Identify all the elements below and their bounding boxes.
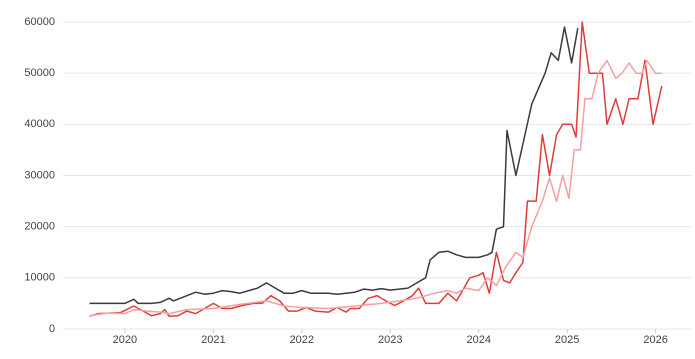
x-tick-label: 2020 — [113, 334, 137, 346]
x-tick-label: 2021 — [201, 334, 225, 346]
x-tick-label: 2025 — [555, 334, 579, 346]
series-line — [89, 59, 662, 317]
x-tick-label: 2022 — [290, 334, 314, 346]
x-tick-label: 2026 — [643, 334, 667, 346]
x-tick-label: 2023 — [378, 334, 402, 346]
series-line — [89, 21, 663, 317]
y-tick-label: 0 — [49, 323, 55, 335]
series-line — [89, 26, 579, 305]
y-tick-label: 40000 — [24, 118, 55, 130]
y-tick-label: 20000 — [24, 221, 55, 233]
y-tick-label: 60000 — [24, 16, 55, 28]
y-tick-label: 50000 — [24, 67, 55, 79]
x-tick-label: 2024 — [466, 334, 490, 346]
y-tick-label: 30000 — [24, 169, 55, 181]
y-tick-label: 10000 — [24, 272, 55, 284]
